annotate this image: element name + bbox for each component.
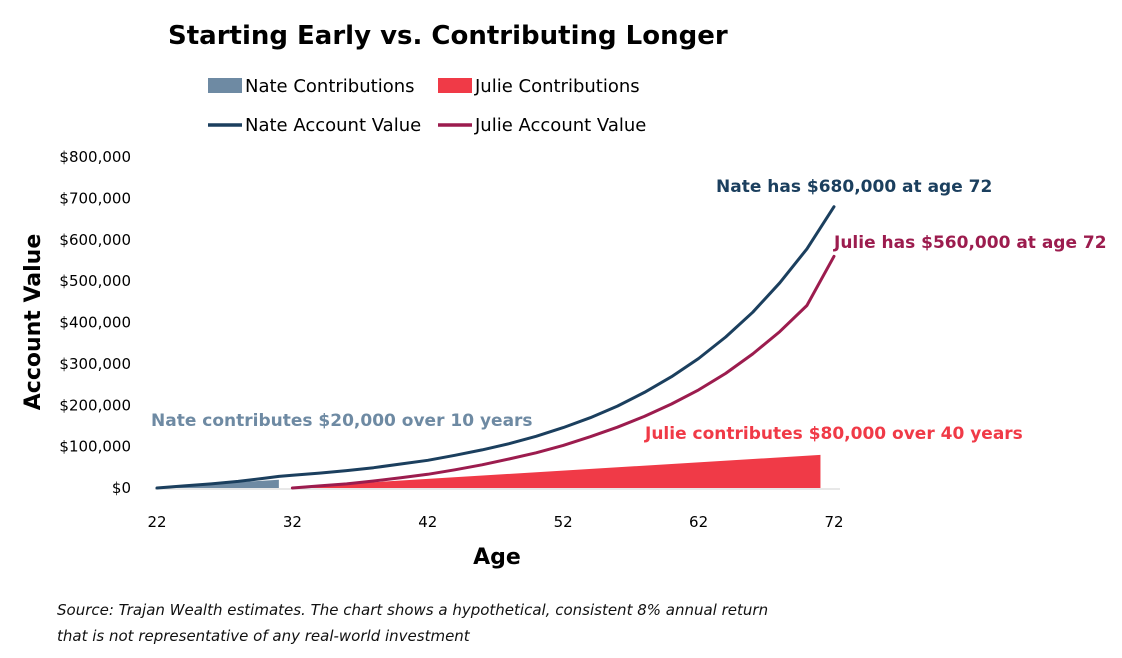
x-tick-label: 22: [147, 513, 166, 531]
y-tick-label: $200,000: [59, 396, 131, 414]
x-tick-label: 42: [418, 513, 437, 531]
legend-swatch-julie-contributions: [438, 78, 472, 93]
y-tick-label: $0: [112, 479, 131, 497]
legend: Nate Contributions Julie Contributions N…: [208, 76, 646, 136]
y-tick-label: $800,000: [59, 148, 131, 166]
y-tick-label: $700,000: [59, 189, 131, 207]
y-tick-label: $300,000: [59, 355, 131, 373]
legend-swatch-nate-contributions: [208, 78, 242, 93]
legend-item-nate-account-value: Nate Account Value: [208, 115, 421, 136]
legend-label-nate-contributions: Nate Contributions: [245, 76, 415, 97]
legend-item-nate-contributions: Nate Contributions: [208, 76, 415, 97]
annotation-nate-contributions: Nate contributes $20,000 over 10 years: [151, 411, 533, 431]
legend-item-julie-contributions: Julie Contributions: [438, 76, 640, 97]
source-note-line-2: that is not representative of any real-w…: [57, 627, 471, 645]
chart-title: Starting Early vs. Contributing Longer: [168, 21, 728, 51]
y-axis-ticks: $0 $100,000 $200,000 $300,000 $400,000 $…: [59, 148, 131, 497]
source-note-line-1: Source: Trajan Wealth estimates. The cha…: [57, 601, 768, 619]
series-line-julie-account-value: [290, 254, 836, 490]
y-tick-label: $400,000: [59, 314, 131, 332]
x-tick-label: 62: [689, 513, 708, 531]
x-axis-ticks: 22 32 42 52 62 72: [147, 513, 843, 531]
y-tick-label: $600,000: [59, 231, 131, 249]
series-area-julie-contributions: [292, 454, 821, 488]
x-tick-label: 32: [283, 513, 302, 531]
legend-item-julie-account-value: Julie Account Value: [438, 115, 646, 136]
x-tick-label: 52: [554, 513, 573, 531]
annotation-nate-final: Nate has $680,000 at age 72: [716, 177, 992, 197]
x-tick-label: 72: [824, 513, 843, 531]
y-tick-label: $100,000: [59, 438, 131, 456]
legend-label-nate-account-value: Nate Account Value: [245, 115, 421, 136]
legend-label-julie-contributions: Julie Contributions: [474, 76, 640, 97]
x-axis-title: Age: [473, 545, 521, 570]
legend-label-julie-account-value: Julie Account Value: [474, 115, 646, 136]
plot-area: [155, 205, 840, 490]
y-axis-title: Account Value: [21, 234, 46, 411]
annotation-julie-contributions: Julie contributes $80,000 over 40 years: [644, 424, 1023, 444]
y-tick-label: $500,000: [59, 272, 131, 290]
annotation-julie-final: Julie has $560,000 at age 72: [833, 233, 1107, 253]
series-line-nate-account-value: [155, 205, 836, 490]
